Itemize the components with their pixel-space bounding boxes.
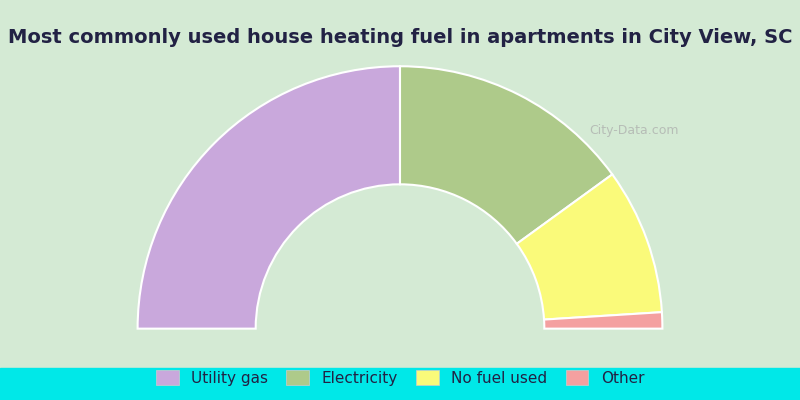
Wedge shape [138,66,400,329]
Wedge shape [544,312,662,329]
Text: City-Data.com: City-Data.com [589,124,678,137]
Wedge shape [400,66,612,244]
Legend: Utility gas, Electricity, No fuel used, Other: Utility gas, Electricity, No fuel used, … [151,365,649,390]
Text: Most commonly used house heating fuel in apartments in City View, SC: Most commonly used house heating fuel in… [8,28,792,47]
Wedge shape [517,174,662,320]
Bar [0,368,800,400]
